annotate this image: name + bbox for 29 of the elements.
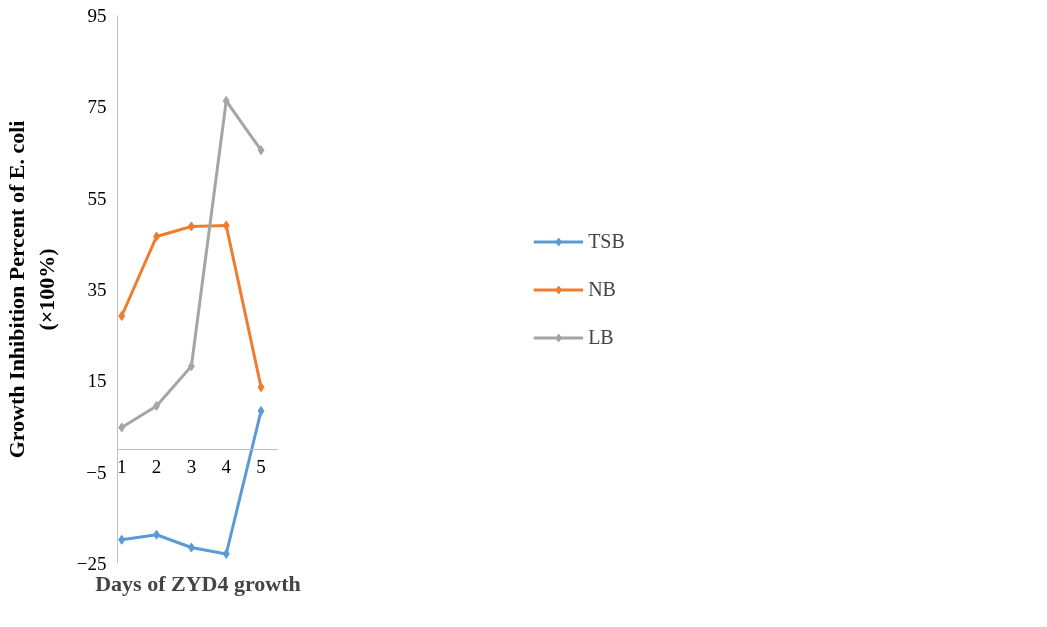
legend-label: NB: [588, 277, 616, 301]
y-axis-title: Growth Inhibition Percent of E. coli (×100%): [3, 120, 59, 459]
legend-label: LB: [588, 325, 614, 349]
y-tick-label: 75: [87, 96, 107, 118]
y-tick-label: 95: [87, 5, 107, 26]
point: [257, 382, 265, 393]
point: [118, 422, 126, 433]
point: [118, 534, 126, 545]
point: [153, 400, 161, 411]
y-tick-label: −5: [86, 461, 107, 483]
y-tick-label: 55: [87, 187, 107, 209]
y-tick-label: 35: [87, 279, 107, 300]
x-tick-label: 2: [151, 456, 162, 478]
legend-label: TSB: [588, 229, 625, 253]
point: [187, 221, 195, 232]
point: [153, 231, 161, 242]
x-tick-label: 5: [256, 456, 266, 478]
x-tick-label: 4: [221, 456, 232, 478]
y-tick-label: 15: [87, 370, 107, 392]
point: [222, 548, 230, 559]
point: [187, 361, 195, 372]
x-tick-label: 1: [116, 456, 127, 478]
point: [257, 145, 265, 156]
x-tick-label: 3: [186, 456, 197, 478]
point: [153, 529, 161, 540]
point: [118, 310, 126, 321]
point: [187, 542, 195, 553]
point: [257, 405, 265, 416]
point: [222, 220, 230, 231]
